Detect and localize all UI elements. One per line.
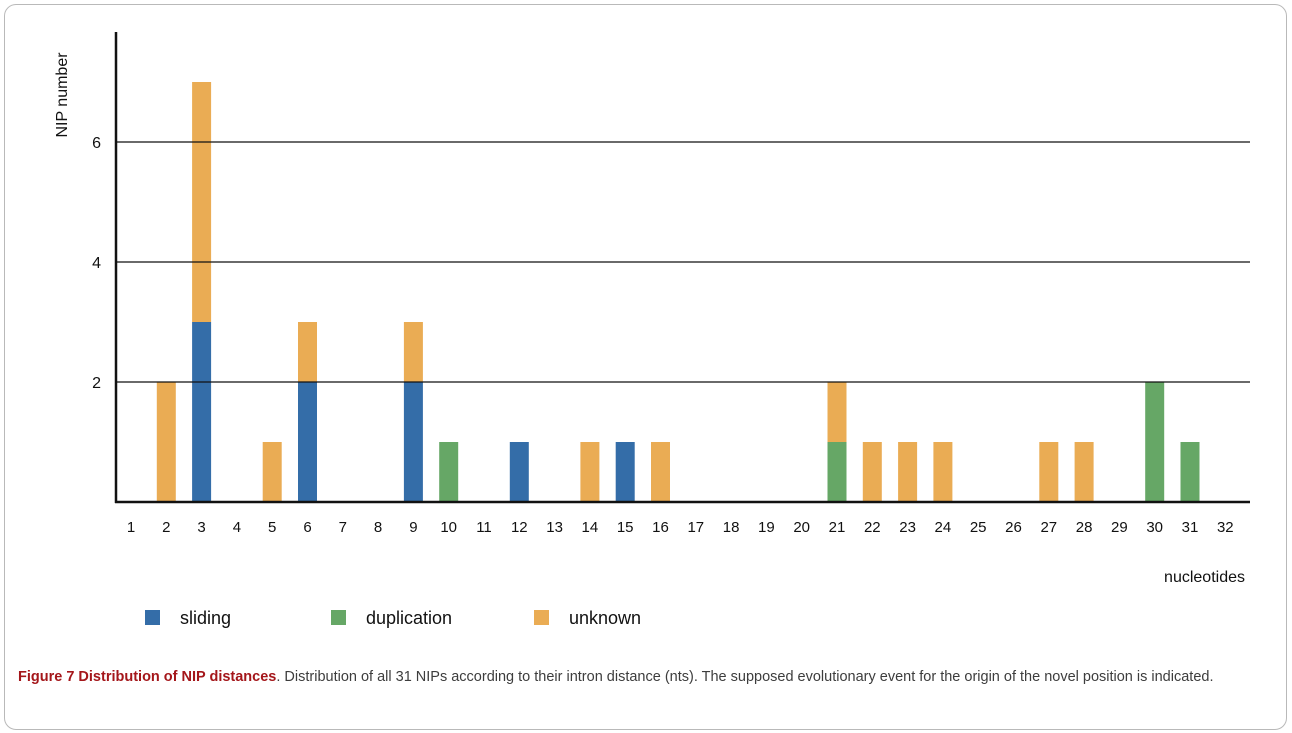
grid-lines [116, 141, 1250, 383]
x-tick-label: 30 [1146, 519, 1163, 536]
x-tick-label: 19 [758, 519, 775, 536]
x-tick-label: 20 [793, 519, 810, 536]
bar-unknown-9 [403, 322, 423, 382]
bar-sliding-6 [298, 382, 317, 502]
x-tick-label: 24 [935, 519, 952, 536]
x-tick-label: 16 [652, 519, 669, 536]
x-tick-label: 18 [723, 519, 740, 536]
y-tick-label: 6 [92, 135, 101, 152]
legend-label-duplication: duplication [366, 608, 452, 628]
x-tick-label: 27 [1040, 519, 1057, 536]
legend: sliding duplication unknown [145, 608, 641, 628]
bar-unknown-28 [1074, 442, 1094, 502]
x-tick-label: 9 [409, 519, 417, 536]
x-tick-label: 15 [617, 519, 634, 536]
bar-duplication-31 [1180, 442, 1200, 502]
x-tick-label: 11 [476, 519, 492, 536]
axes [114, 32, 1250, 504]
x-tick-label: 29 [1111, 519, 1128, 536]
bar-unknown-27 [1039, 442, 1059, 502]
x-axis-label: nucleotides [1164, 569, 1245, 586]
bar-unknown-21 [827, 382, 847, 442]
caption-title: Figure 7 Distribution of NIP distances [18, 669, 277, 685]
x-tick-label: 7 [339, 519, 347, 536]
bar-unknown-24 [933, 442, 953, 502]
x-tick-label: 2 [162, 519, 170, 536]
x-tick-label: 12 [511, 519, 528, 536]
x-tick-label: 26 [1005, 519, 1022, 536]
x-tick-label: 17 [687, 519, 704, 536]
bar-sliding-3 [192, 322, 212, 502]
x-tick-label: 3 [197, 519, 205, 536]
legend-label-sliding: sliding [180, 608, 231, 628]
x-tick-label: 8 [374, 519, 382, 536]
bar-unknown-6 [298, 322, 317, 382]
x-tick-label: 31 [1182, 519, 1199, 536]
x-tick-label: 1 [127, 519, 135, 536]
bar-unknown-22 [862, 442, 882, 502]
bar-duplication-10 [439, 442, 459, 502]
bar-duplication-30 [1145, 382, 1165, 502]
x-tick-label: 22 [864, 519, 881, 536]
legend-swatch-sliding [145, 610, 160, 625]
x-tick-label: 32 [1217, 519, 1234, 536]
bar-unknown-14 [580, 442, 600, 502]
y-axis-label: NIP number [54, 52, 71, 138]
bar-unknown-16 [651, 442, 670, 502]
x-tick-label: 6 [303, 519, 311, 536]
x-tick-label: 21 [829, 519, 846, 536]
bar-sliding-9 [403, 382, 423, 502]
bar-unknown-5 [262, 442, 282, 502]
legend-swatch-unknown [534, 610, 549, 625]
legend-label-unknown: unknown [569, 608, 641, 628]
bar-sliding-15 [615, 442, 635, 502]
x-tick-label: 10 [440, 519, 457, 536]
x-tick-label: 4 [233, 519, 241, 536]
x-tick-label: 25 [970, 519, 987, 536]
figure-caption: Figure 7 Distribution of NIP distances. … [18, 666, 1273, 688]
bar-sliding-12 [509, 442, 529, 502]
x-tick-label: 14 [582, 519, 599, 536]
x-tick-label: 13 [546, 519, 563, 536]
bar-unknown-23 [898, 442, 918, 502]
y-tick-label: 4 [92, 255, 101, 272]
caption-text: . Distribution of all 31 NIPs according … [276, 669, 1214, 685]
legend-swatch-duplication [331, 610, 346, 625]
y-tick-label: 2 [92, 375, 101, 392]
x-tick-label: 28 [1076, 519, 1093, 536]
x-tick-label: 5 [268, 519, 276, 536]
x-tick-label: 23 [899, 519, 916, 536]
figure-frame [4, 4, 1287, 730]
bar-unknown-2 [156, 382, 176, 502]
bar-unknown-3 [192, 82, 212, 322]
bars [156, 82, 1200, 502]
bar-duplication-21 [827, 442, 847, 502]
